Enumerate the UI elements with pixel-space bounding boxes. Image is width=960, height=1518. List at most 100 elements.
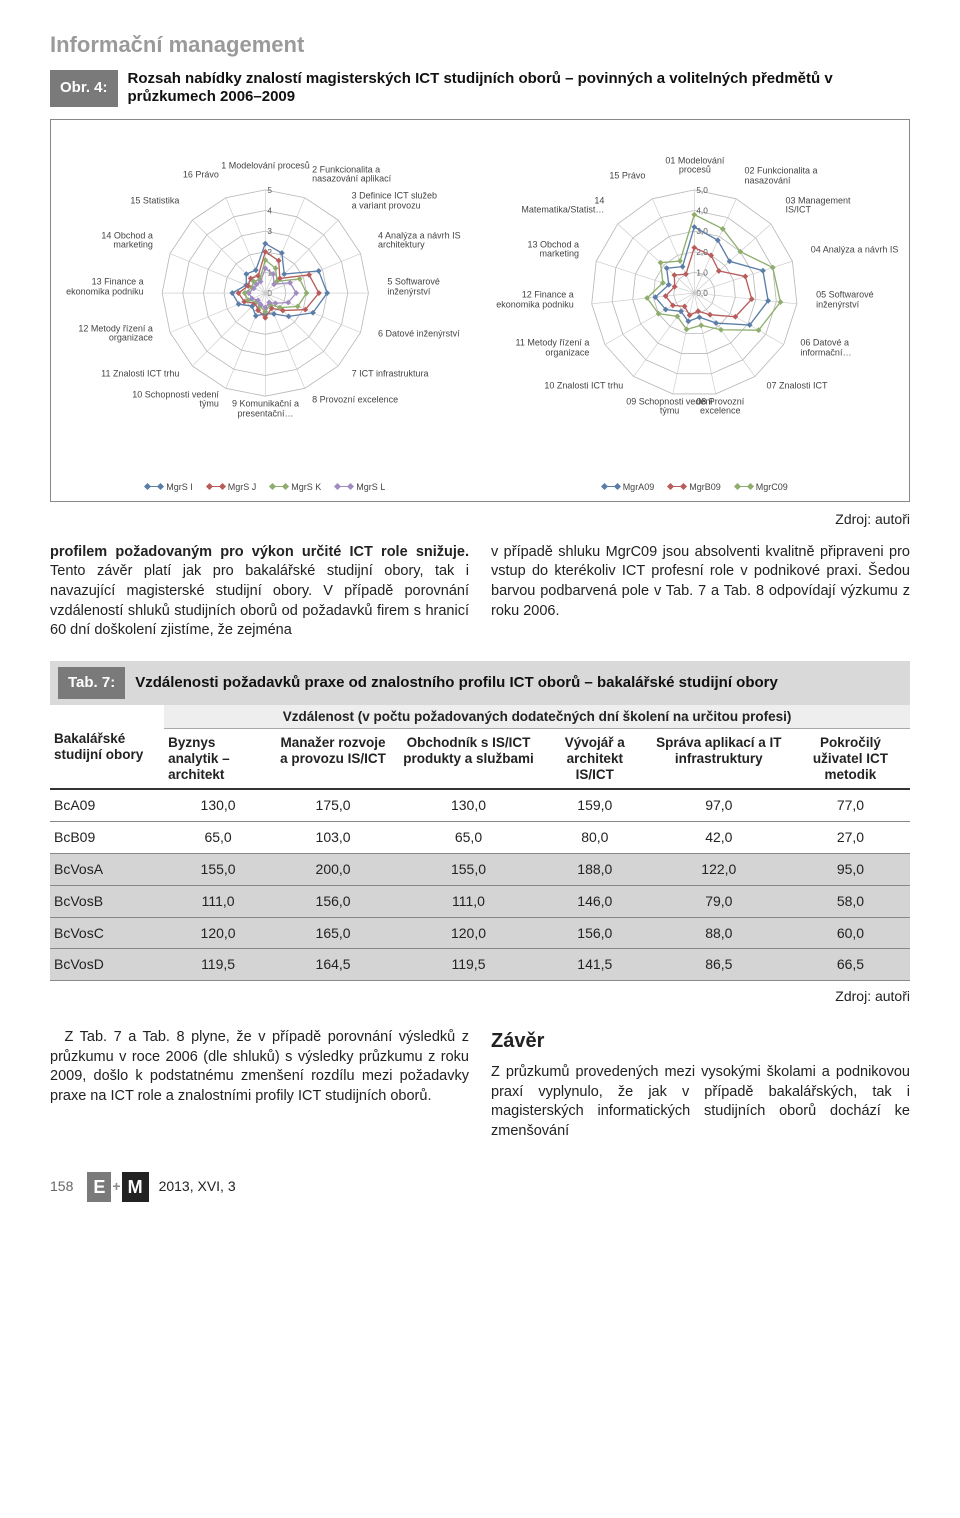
- table-cell: 156,0: [272, 885, 394, 917]
- legend-item: MgrS J: [207, 481, 257, 493]
- table-cell: 111,0: [394, 885, 543, 917]
- table-rowname: BcVosD: [50, 949, 164, 981]
- table7-rowheader: Bakalářské studijní obory: [50, 705, 164, 789]
- table-cell: 58,0: [791, 885, 910, 917]
- logo-plus-icon: +: [112, 1177, 120, 1196]
- radar-axis-label: 12 Metody řízení a organizace: [63, 325, 153, 344]
- radar-axis-label: 01 Modelování procesů: [650, 156, 740, 175]
- table7-colhead: Správa aplikací a IT infrastruktury: [647, 729, 791, 789]
- radar-axis-label: 14 Matematika/Statist…: [514, 196, 604, 215]
- svg-text:1,0: 1,0: [697, 269, 709, 278]
- radar-axis-label: 10 Schopnosti vedení týmu: [129, 391, 219, 410]
- table-cell: 88,0: [647, 917, 791, 949]
- table-cell: 79,0: [647, 885, 791, 917]
- radar-axis-label: 15 Právo: [609, 171, 645, 180]
- table-cell: 86,5: [647, 949, 791, 981]
- radar-axis-label: 2 Funkcionalita a nasazování aplikací: [312, 165, 402, 184]
- body-left-rest: Tento závěr platí jak pro bakalářské stu…: [50, 563, 469, 638]
- radar-left-legend: MgrS IMgrS JMgrS KMgrS L: [59, 481, 472, 493]
- radar-axis-label: 03 Management IS/ICT: [785, 196, 875, 215]
- logo-e-icon: E: [87, 1172, 111, 1202]
- svg-text:3: 3: [267, 227, 272, 236]
- table7-colhead: Pokročilý uživatel ICT metodik: [791, 729, 910, 789]
- radar-right: 1,02,03,04,05,00,0 01 Modelování procesů…: [488, 128, 901, 493]
- table-cell: 65,0: [164, 821, 272, 853]
- radar-axis-label: 16 Právo: [183, 170, 219, 179]
- radar-left-svg: 123450: [59, 128, 472, 479]
- table7-colhead: Vývojář a architekt IS/ICT: [543, 729, 647, 789]
- table-rowname: BcVosA: [50, 853, 164, 885]
- table-rowname: BcB09: [50, 821, 164, 853]
- table-row: BcA09130,0175,0130,0159,097,077,0: [50, 789, 910, 821]
- radar-axis-label: 1 Modelování procesů: [221, 161, 310, 170]
- table-cell: 95,0: [791, 853, 910, 885]
- table-row: BcB0965,0103,065,080,042,027,0: [50, 821, 910, 853]
- table-cell: 66,5: [791, 949, 910, 981]
- radar-axis-label: 14 Obchod a marketing: [63, 231, 153, 250]
- page-number: 158: [50, 1177, 73, 1196]
- radar-axis-label: 09 Schopnosti vedení týmu: [625, 397, 715, 416]
- table-cell: 159,0: [543, 789, 647, 821]
- table-cell: 42,0: [647, 821, 791, 853]
- radar-axis-label: 15 Statistika: [130, 197, 179, 206]
- body-columns: profilem požadovaným pro výkon určité IC…: [50, 543, 910, 641]
- table7-label: Tab. 7:: [58, 667, 125, 699]
- figure-source: Zdroj: autoři: [50, 510, 910, 529]
- legend-item: MgrS K: [270, 481, 321, 493]
- radar-axis-label: 6 Datové inženýrství: [378, 329, 460, 338]
- table-rowname: BcA09: [50, 789, 164, 821]
- table-cell: 111,0: [164, 885, 272, 917]
- table-cell: 141,5: [543, 949, 647, 981]
- table-cell: 146,0: [543, 885, 647, 917]
- table7-caption: Vzdálenosti požadavků praxe od znalostní…: [135, 674, 778, 692]
- table-row: BcVosC120,0165,0120,0156,088,060,0: [50, 917, 910, 949]
- table7-colhead: Manažer rozvoje a provozu IS/ICT: [272, 729, 394, 789]
- table-cell: 97,0: [647, 789, 791, 821]
- table-cell: 120,0: [394, 917, 543, 949]
- radar-axis-label: 05 Softwarové inženýrství: [816, 291, 901, 310]
- figure-label: Obr. 4:: [50, 70, 118, 106]
- conclusion-heading: Závěr: [491, 1028, 910, 1055]
- logo-m-icon: M: [122, 1172, 149, 1202]
- legend-item: MgrS L: [335, 481, 385, 493]
- table-cell: 122,0: [647, 853, 791, 885]
- table-cell: 130,0: [394, 789, 543, 821]
- table-cell: 120,0: [164, 917, 272, 949]
- table-cell: 80,0: [543, 821, 647, 853]
- radar-axis-label: 12 Finance a ekonomika podniku: [484, 291, 574, 310]
- radar-axis-label: 4 Analýza a návrh IS architektury: [378, 231, 468, 250]
- table-cell: 165,0: [272, 917, 394, 949]
- legend-item: MgrC09: [735, 481, 788, 493]
- svg-text:5,0: 5,0: [697, 186, 709, 195]
- table7-colhead: Byznys analytik – architekt: [164, 729, 272, 789]
- table-rowname: BcVosC: [50, 917, 164, 949]
- table-cell: 130,0: [164, 789, 272, 821]
- radar-axis-label: 11 Znalosti ICT trhu: [101, 369, 179, 378]
- figure-caption: Rozsah nabídky znalostí magisterských IC…: [128, 70, 910, 108]
- body-col-left: profilem požadovaným pro výkon určité IC…: [50, 543, 469, 641]
- radar-axis-label: 13 Obchod a marketing: [489, 240, 579, 259]
- table-cell: 60,0: [791, 917, 910, 949]
- conclusion-left-text: Z Tab. 7 a Tab. 8 plyne, že v případě po…: [50, 1029, 469, 1104]
- table-cell: 27,0: [791, 821, 910, 853]
- radar-right-legend: MgrA09MgrB09MgrC09: [488, 481, 901, 493]
- table-cell: 155,0: [394, 853, 543, 885]
- table-cell: 156,0: [543, 917, 647, 949]
- table-cell: 77,0: [791, 789, 910, 821]
- radar-axis-label: 9 Komunikační a presentační…: [221, 400, 311, 419]
- journal-logo: E+M: [87, 1172, 148, 1202]
- table-cell: 200,0: [272, 853, 394, 885]
- issue-text: 2013, XVI, 3: [159, 1177, 236, 1196]
- radar-axis-label: 11 Metody řízení a organizace: [499, 339, 589, 358]
- table-cell: 119,5: [394, 949, 543, 981]
- svg-text:4,0: 4,0: [697, 207, 709, 216]
- figure-title-row: Obr. 4: Rozsah nabídky znalostí magister…: [50, 70, 910, 108]
- conclusion-left: Z Tab. 7 a Tab. 8 plyne, že v případě po…: [50, 1028, 469, 1141]
- table-cell: 103,0: [272, 821, 394, 853]
- radar-axis-label: 8 Provozní excelence: [312, 395, 398, 404]
- legend-item: MgrB09: [668, 481, 721, 493]
- svg-text:4: 4: [267, 207, 272, 216]
- radar-axis-label: 07 Znalosti ICT: [767, 381, 828, 390]
- table-cell: 188,0: [543, 853, 647, 885]
- table7-subhead: Vzdálenost (v počtu požadovaných dodateč…: [164, 705, 910, 729]
